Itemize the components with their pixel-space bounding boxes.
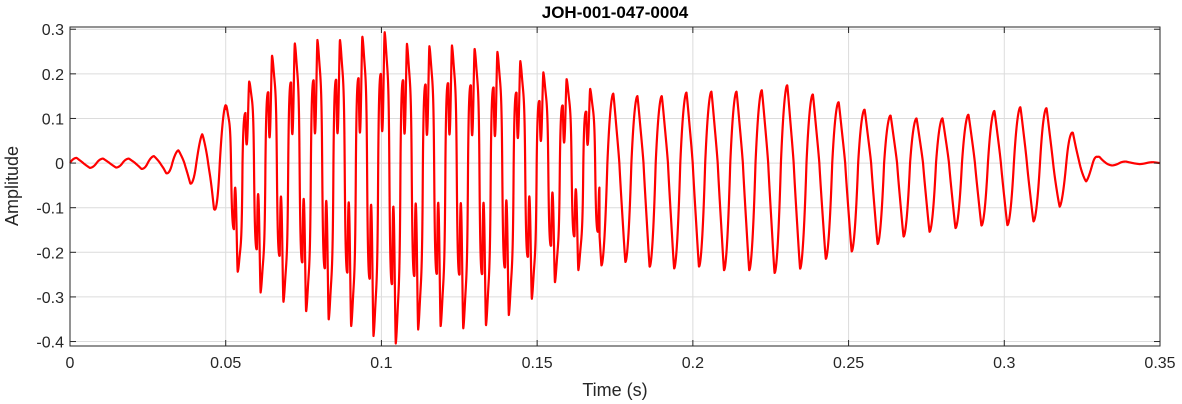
chart-title: JOH-001-047-0004 bbox=[542, 3, 689, 22]
x-tick-label: 0.2 bbox=[682, 355, 704, 372]
x-axis-label: Time (s) bbox=[582, 380, 647, 400]
y-tick-label: 0.3 bbox=[42, 22, 64, 39]
x-tick-label: 0.3 bbox=[993, 355, 1015, 372]
x-tick-label: 0.15 bbox=[522, 355, 553, 372]
x-tick-label: 0 bbox=[66, 355, 75, 372]
y-tick-label: 0.2 bbox=[42, 67, 64, 84]
x-tick-label: 0.25 bbox=[833, 355, 864, 372]
y-tick-label: -0.3 bbox=[36, 290, 64, 307]
y-tick-label: -0.4 bbox=[36, 335, 64, 352]
ticks: 0 0.05 0.1 0.15 0.2 0.25 0.3 0.35 -0.4 -0.3 -0.2 -0… bbox=[36, 22, 1175, 372]
y-tick-label: -0.2 bbox=[36, 245, 64, 262]
y-tick-label: 0.1 bbox=[42, 111, 64, 128]
x-tick-label: 0.35 bbox=[1144, 355, 1175, 372]
x-tick-label: 0.1 bbox=[370, 355, 392, 372]
grid bbox=[69, 27, 1161, 346]
series-line bbox=[69, 31, 1161, 345]
y-axis-label: Amplitude bbox=[2, 146, 22, 226]
y-tick-label: 0 bbox=[55, 156, 64, 173]
plot-frame bbox=[69, 26, 1161, 347]
x-tick-label: 0.05 bbox=[210, 355, 241, 372]
y-tick-label: -0.1 bbox=[36, 201, 64, 218]
